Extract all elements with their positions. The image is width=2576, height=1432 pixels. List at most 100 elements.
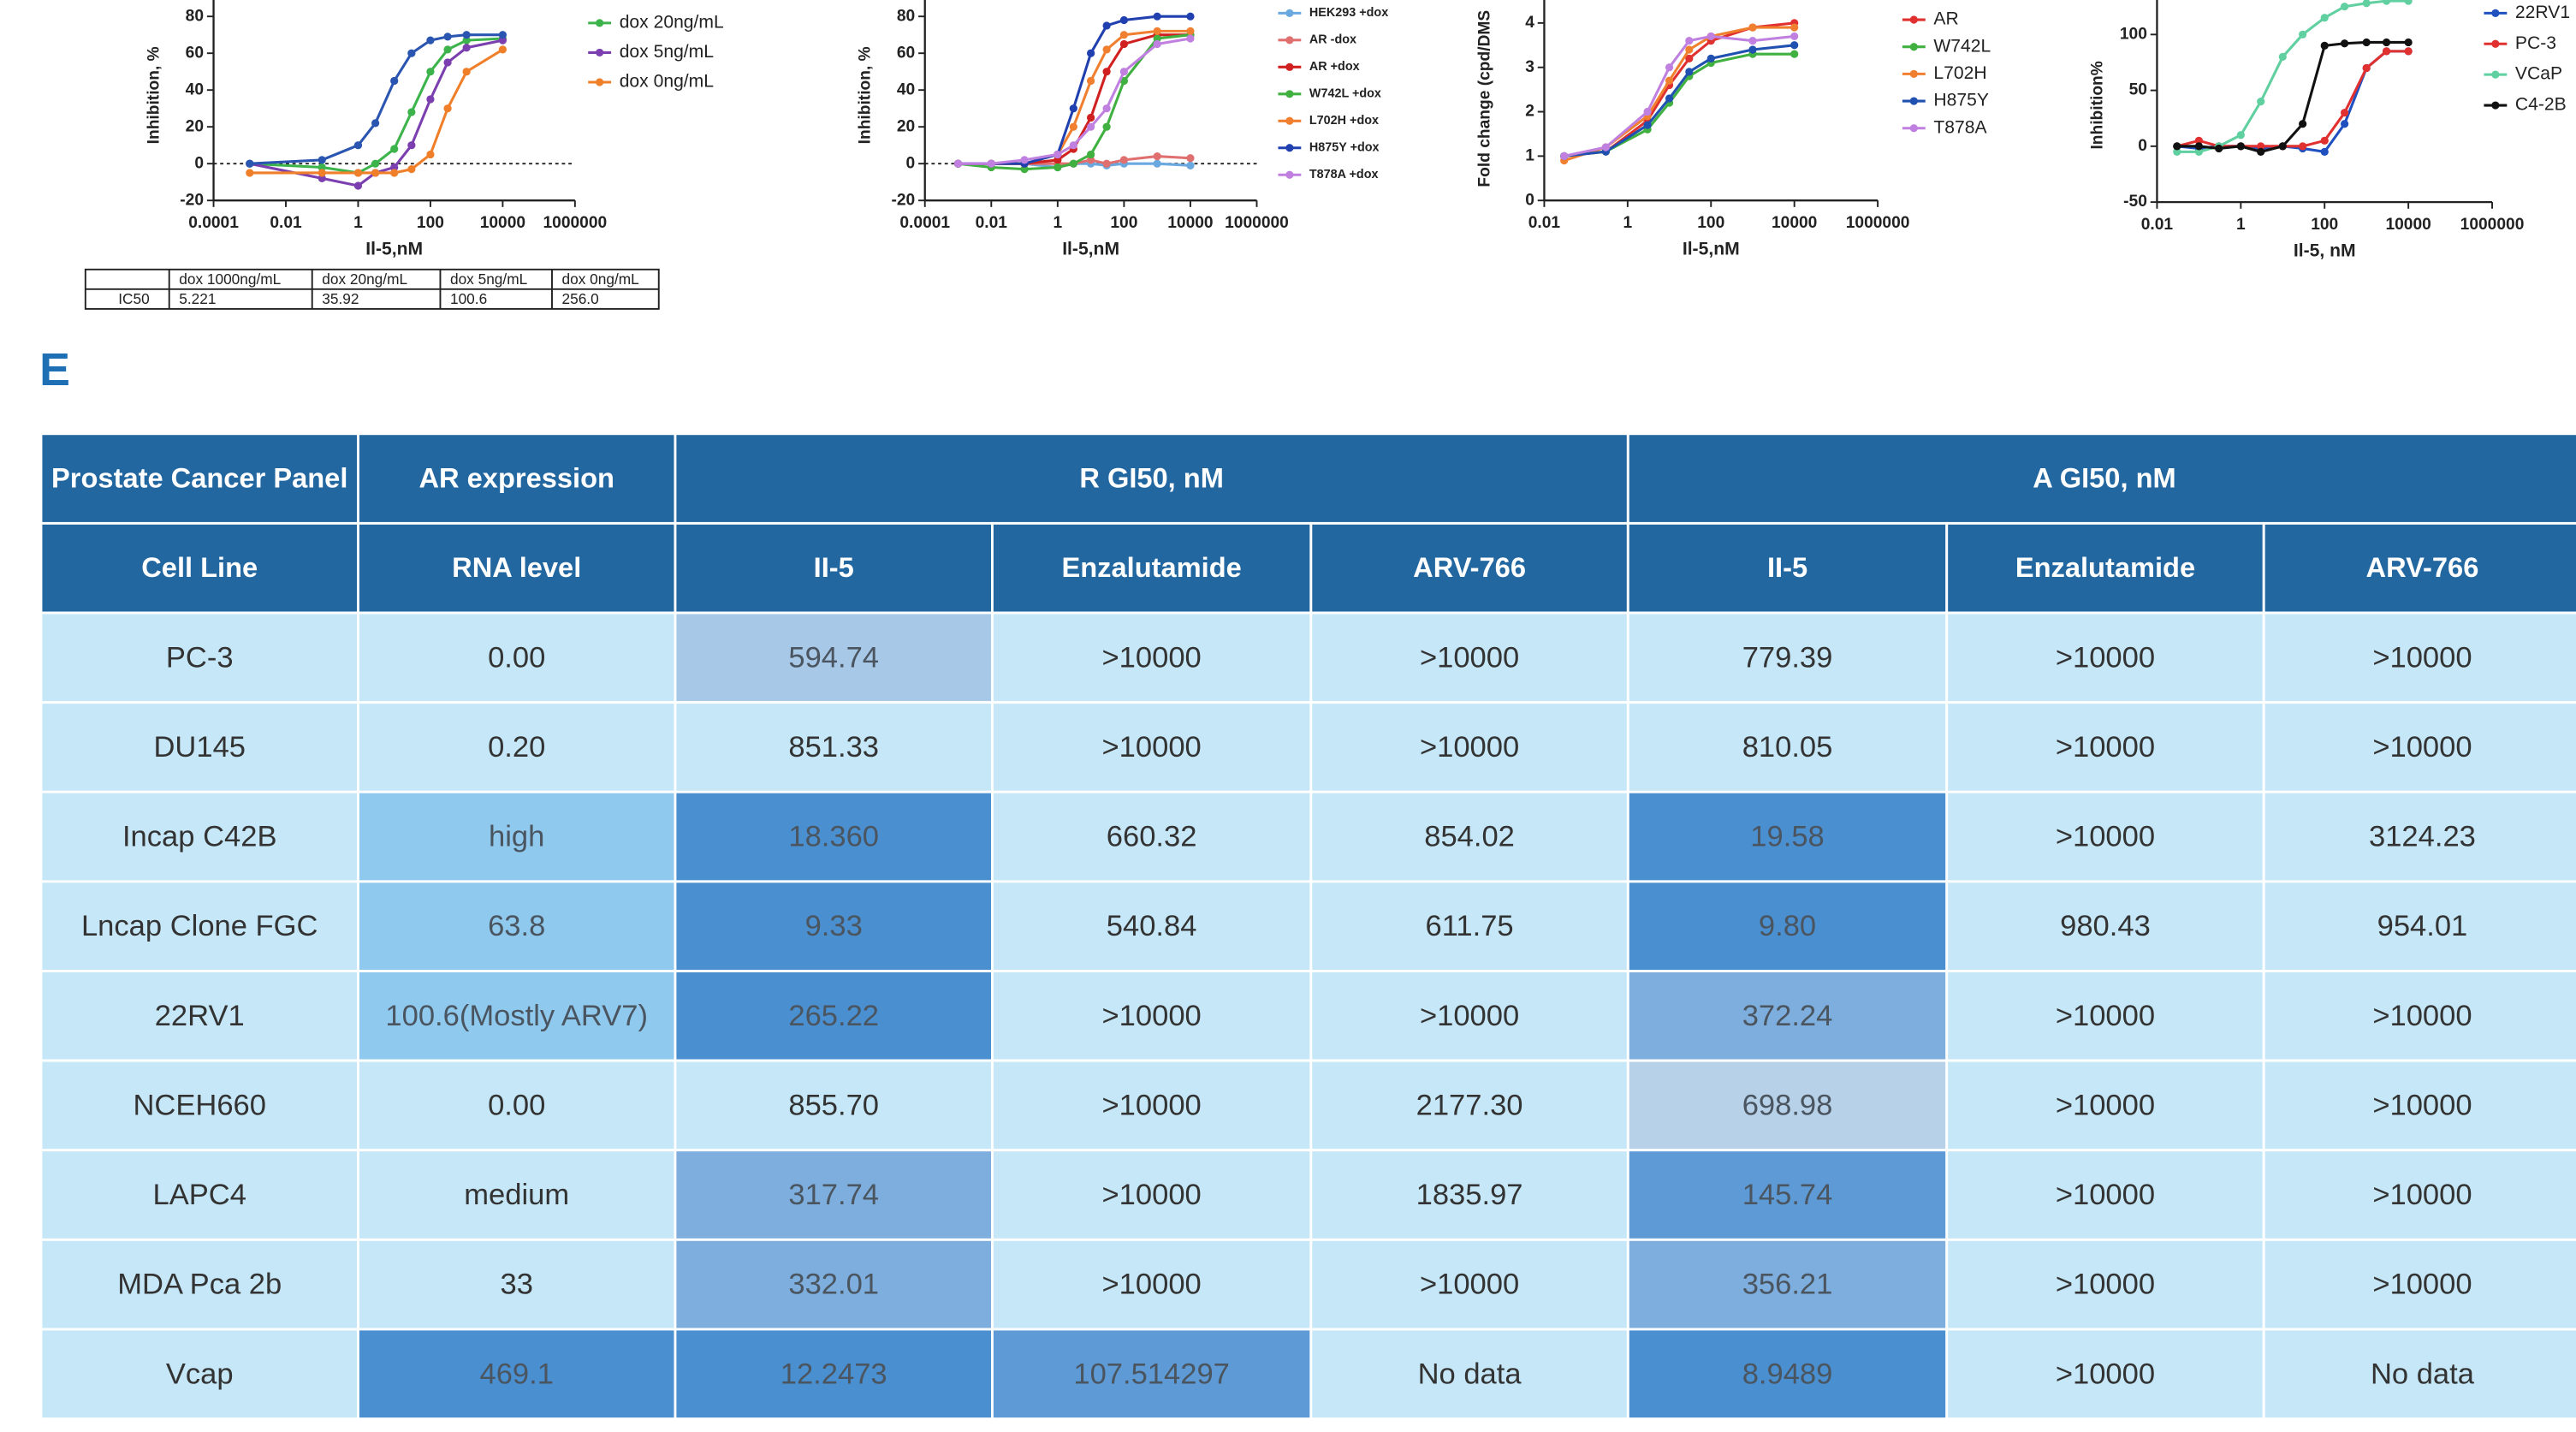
data-point [2194,136,2203,145]
data-point [2278,52,2287,62]
legend-label: AR [1933,9,1958,29]
data-point [1102,104,1111,113]
table-cell: >10000 [1102,1269,1202,1301]
series-line [249,48,504,175]
table-cell-bg [990,1059,1313,1152]
table-cell: 855.70 [788,1089,879,1121]
y-tick-label: 0 [2138,137,2147,155]
y-tick-label: 0 [194,154,204,172]
legend-marker [1285,144,1294,152]
table-cell: >10000 [1102,1179,1202,1211]
y-tick-label: 20 [186,117,204,135]
ic50-cell: dox 20ng/mL [322,270,407,288]
table-cell-bg [2262,1149,2576,1241]
data-point [1153,159,1161,168]
table-cell: 12.2473 [781,1358,887,1390]
table-cell-bg [674,880,994,972]
x-tick-label: 1 [1054,214,1063,232]
legend-marker [1909,43,1918,51]
data-point [407,49,416,57]
x-tick-label: 100 [2311,216,2338,234]
table-cell: >10000 [2372,731,2472,764]
table-cell: 19.58 [1750,821,1824,853]
table-cell: Vcap [166,1358,234,1390]
table-cell: 540.84 [1107,910,1197,942]
x-tick-label: 1000000 [2460,216,2525,234]
table-cell: >10000 [2056,641,2155,674]
data-point [1560,152,1569,160]
header-cell: ARV-766 [1413,551,1526,583]
data-point [1748,45,1757,54]
legend-label: AR +dox [1309,60,1360,74]
data-point [1186,12,1195,21]
table-cell: NCEH660 [133,1089,266,1121]
series-line [249,33,503,165]
data-point [1020,156,1029,164]
table-cell-bg [1945,1059,2265,1152]
table-cell: high [489,821,544,853]
table-cell-bg [357,880,677,972]
x-tick-label: 1 [353,214,363,232]
legend-marker [1909,97,1918,105]
header-cell: Enzalutamide [1061,551,1241,583]
y-tick-label: 60 [186,44,204,62]
y-tick-label: 40 [186,80,204,98]
table-cell: >10000 [1102,1000,1202,1032]
table-cell: 33 [500,1269,532,1301]
data-point [318,156,326,164]
table-cell-bg [1945,880,2265,972]
table-cell-bg [674,790,994,883]
data-point [318,174,326,182]
table-cell-bg [990,1328,1313,1421]
data-point [1054,156,1062,164]
table-cell-bg [674,1059,994,1152]
table-cell-bg [1626,970,1949,1062]
data-point [462,36,471,45]
table-cell: >10000 [1420,1269,1519,1301]
table-cell: >10000 [2056,1358,2155,1390]
series-line [1564,26,1795,163]
table-cell-bg [1309,880,1629,972]
data-point [2362,0,2371,8]
table-cell-bg [1945,1149,2265,1241]
data-point [1153,12,1161,21]
table-cell-bg [357,1238,677,1331]
legend-marker [1285,116,1294,125]
table-cell: >10000 [2056,1269,2155,1301]
header-cell: II-5 [814,551,854,583]
header-cell-bg [1945,521,2265,615]
data-point [1748,36,1757,45]
ic50-cell: 100.6 [450,290,487,307]
data-point [498,31,507,39]
data-point [2382,47,2391,56]
y-tick-label: 2 [1525,103,1534,121]
data-point [390,76,399,86]
y-axis-label: Inhibition% [2088,61,2106,149]
table-cell: >10000 [2056,1089,2155,1121]
data-point [1790,23,1799,32]
legend-label: T878A +dox [1309,168,1379,181]
table-cell: 698.98 [1742,1089,1833,1121]
ic50-cell: dox 5ng/mL [450,270,528,288]
table-cell: 0.20 [488,731,545,764]
x-tick-label: 0.01 [270,214,302,232]
header-cell: II-5 [1767,551,1807,583]
data-point [426,150,435,159]
data-point [2382,0,2391,5]
data-point [2236,142,2245,151]
data-point [953,159,963,168]
data-point [1087,122,1095,131]
data-point [2215,144,2223,153]
series-line [958,37,1191,165]
table-cell-bg [1945,1238,2265,1331]
data-point [1665,76,1674,85]
series-line [1564,52,1795,157]
data-point [1119,39,1128,49]
table-cell-bg [990,1149,1313,1241]
header-cell: Cell Line [141,551,258,583]
data-point [1069,122,1077,131]
header-cell: ARV-766 [2366,551,2479,583]
table-cell-bg [1309,701,1629,793]
data-point [1054,150,1062,159]
data-point [1119,156,1128,164]
